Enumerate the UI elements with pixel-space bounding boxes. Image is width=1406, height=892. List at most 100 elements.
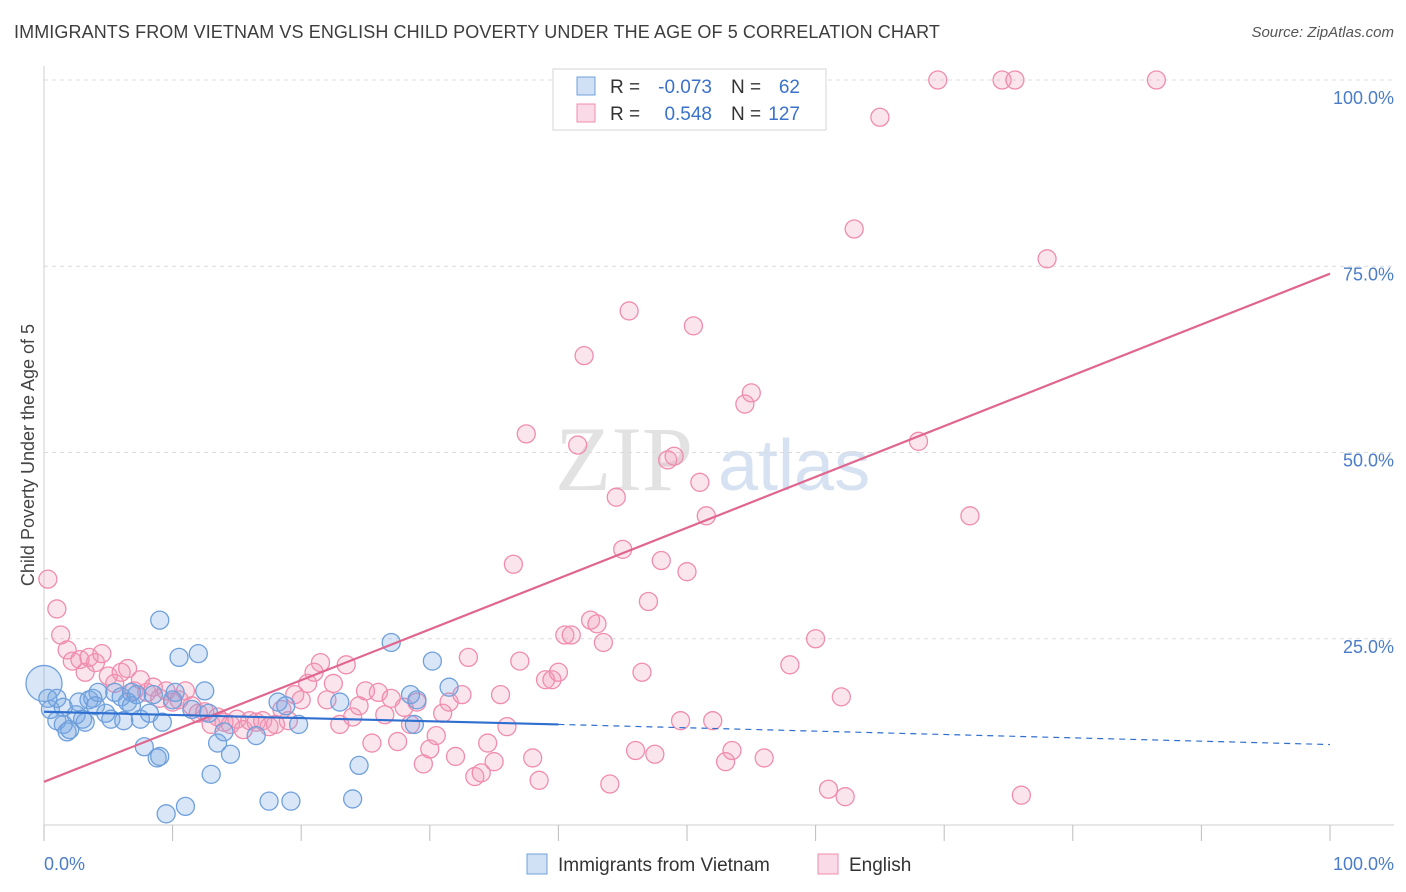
english-point: [735, 394, 755, 414]
vietnam-point: [150, 746, 170, 767]
legend-r-label-blue: R =: [610, 77, 640, 98]
english-point: [47, 599, 67, 619]
english-point: [323, 673, 344, 694]
vietnam-point: [175, 796, 196, 817]
bottom-legend-label-english: English: [849, 855, 911, 876]
vietnam-point: [83, 688, 103, 708]
english-point: [75, 662, 95, 682]
vietnam-point: [143, 684, 163, 705]
english-trend-line: [43, 272, 1331, 783]
english-point: [870, 107, 890, 127]
english-point: [387, 731, 408, 752]
vietnam-point: [150, 610, 170, 630]
source-credit: Source: ZipAtlas.com: [1251, 24, 1394, 41]
bottom-legend-label-vietnam: Immigrants from Vietnam: [558, 855, 770, 876]
english-point: [722, 740, 742, 761]
english-point: [600, 774, 620, 794]
vietnam-point: [330, 692, 350, 712]
english-point: [844, 219, 864, 239]
vietnam-point: [207, 733, 228, 753]
legend-r-value-blue: -0.073: [658, 77, 712, 98]
english-point: [587, 614, 607, 634]
english-point: [651, 550, 671, 571]
english-point: [664, 446, 684, 466]
vietnam-trend-line: [43, 710, 559, 726]
vietnam-point: [422, 651, 443, 671]
english-point: [490, 684, 511, 705]
y-tick-label: 25.0%: [1343, 637, 1394, 657]
vietnam-point: [195, 681, 215, 701]
y-tick-label: 100.0%: [1333, 88, 1394, 108]
english-point: [715, 752, 736, 772]
vietnam-point: [156, 804, 176, 824]
chart-title: IMMIGRANTS FROM VIETNAM VS ENGLISH CHILD…: [14, 22, 940, 42]
english-point: [1011, 785, 1032, 805]
legend-swatch-pink: [576, 103, 596, 123]
vietnam-point: [126, 684, 147, 705]
english-point: [805, 629, 826, 649]
english-point: [478, 733, 498, 753]
legend-r-label-pink: R =: [610, 104, 640, 125]
english-point: [703, 711, 723, 731]
english-point: [593, 632, 614, 653]
vietnam-point: [53, 697, 73, 717]
english-point: [92, 644, 112, 664]
english-point: [561, 625, 581, 645]
y-tick-label: 75.0%: [1343, 264, 1394, 284]
vietnam-point: [407, 690, 427, 710]
bottom-legend-swatch-vietnam: [526, 853, 548, 875]
series-legend: Immigrants from Vietnam English: [526, 853, 911, 876]
vietnam-point: [162, 690, 183, 710]
english-point: [1005, 70, 1025, 90]
english-point: [542, 670, 562, 690]
english-point: [960, 506, 980, 526]
legend-swatch-blue: [576, 76, 596, 96]
vietnam-point: [165, 682, 185, 703]
vietnam-point: [288, 714, 309, 735]
vietnam-point: [152, 712, 172, 732]
english-point: [117, 658, 138, 679]
y-tick-label: 50.0%: [1343, 451, 1394, 471]
x-tick-label-min: 0.0%: [44, 854, 85, 874]
english-point: [574, 345, 594, 366]
legend-n-value-blue: 62: [779, 77, 800, 98]
english-point: [555, 625, 575, 645]
vietnam-point: [281, 791, 301, 811]
vietnam-point: [121, 696, 142, 716]
y-axis-label: Child Poverty Under the Age of 5: [18, 324, 38, 586]
vietnam-point: [342, 789, 363, 809]
x-tick-label-max: 100.0%: [1333, 854, 1394, 874]
english-point: [741, 383, 761, 403]
english-point: [831, 687, 851, 707]
vietnam-point: [404, 714, 425, 735]
english-point: [683, 316, 704, 336]
english-point: [677, 562, 697, 582]
english-point: [471, 763, 491, 783]
legend-n-label-pink: N =: [731, 104, 761, 125]
vietnam-point: [439, 677, 459, 697]
vietnam-point: [169, 647, 189, 668]
vietnam-point: [259, 791, 279, 811]
english-point: [38, 569, 58, 589]
vietnam-point: [72, 709, 93, 729]
english-point: [928, 70, 948, 90]
english-point: [523, 748, 543, 768]
english-point: [516, 424, 536, 444]
watermark-atlas: atlas: [718, 426, 870, 506]
english-point: [497, 717, 517, 737]
english-point: [342, 707, 363, 727]
english-point: [568, 435, 588, 455]
english-point: [362, 733, 382, 753]
english-point: [548, 662, 569, 682]
vietnam-point: [276, 696, 296, 716]
english-point: [754, 748, 774, 768]
english-point: [1146, 70, 1167, 90]
english-point: [645, 744, 665, 764]
english-point: [503, 554, 524, 574]
vietnam-point: [85, 696, 106, 716]
english-point: [278, 711, 298, 731]
english-point: [690, 472, 710, 492]
vietnam-point: [246, 725, 266, 746]
vietnam-point: [25, 664, 63, 703]
